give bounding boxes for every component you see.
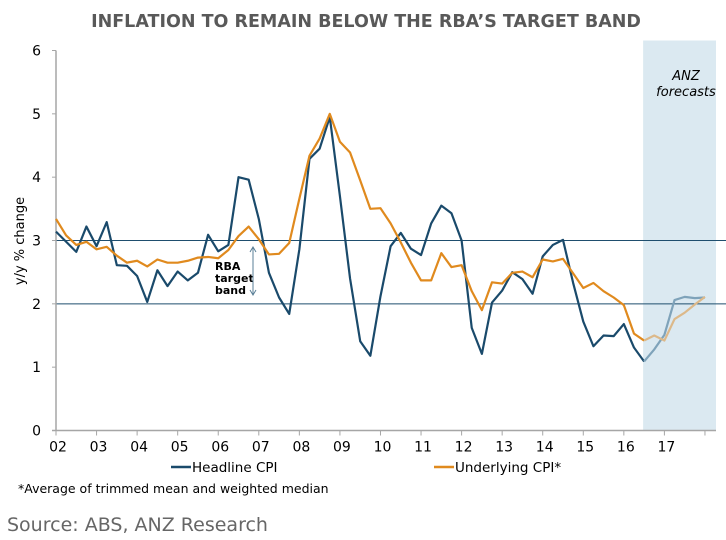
- x-tick-label: 17: [657, 440, 675, 456]
- y-tick-label: 4: [32, 170, 41, 186]
- y-tick-label: 2: [32, 297, 41, 313]
- x-tick-label: 03: [90, 440, 108, 456]
- band-label-3: band: [215, 284, 246, 297]
- y-tick-label: 1: [32, 360, 41, 376]
- footnote: *Average of trimmed mean and weighted me…: [18, 481, 329, 496]
- forecast-label-line1: ANZ: [671, 69, 701, 84]
- legend-label-underlying: Underlying CPI*: [455, 460, 561, 476]
- x-tick-label: 15: [576, 440, 594, 456]
- series-line-underlying: [55, 112, 645, 342]
- source-note: Source: ABS, ANZ Research: [7, 514, 268, 536]
- x-tick-label: 16: [617, 440, 635, 456]
- forecast-line-underlying: [643, 295, 706, 342]
- forecast-shade: [643, 40, 716, 431]
- band-label-2: target: [215, 272, 254, 285]
- y-tick-label: 6: [32, 44, 41, 60]
- x-tick-label: 05: [171, 440, 189, 456]
- forecast-label-line2: forecasts: [656, 85, 716, 100]
- y-tick-label: 3: [32, 234, 41, 250]
- y-tick-label: 5: [32, 107, 41, 123]
- forecast-line-headline: [643, 295, 706, 363]
- x-tick-label: 11: [414, 440, 432, 456]
- x-tick-label: 12: [455, 440, 473, 456]
- legend-label-headline: Headline CPI: [192, 460, 278, 476]
- x-tick-label: 06: [211, 440, 229, 456]
- chart-title: INFLATION TO REMAIN BELOW THE RBA’S TARG…: [91, 12, 641, 32]
- y-tick-label: 0: [32, 424, 41, 440]
- y-axis-label: y/y % change: [13, 197, 28, 285]
- x-tick-label: 02: [49, 440, 67, 456]
- band-label-1: RBA: [215, 260, 241, 273]
- x-tick-label: 08: [292, 440, 310, 456]
- x-tick-label: 04: [130, 440, 148, 456]
- x-tick-label: 09: [333, 440, 351, 456]
- band-arrow-icon: [249, 246, 257, 296]
- legend: Headline CPI Underlying CPI*: [171, 460, 561, 476]
- x-tick-label: 13: [495, 440, 513, 456]
- x-tick-label: 07: [252, 440, 270, 456]
- x-tick-label: 10: [374, 440, 392, 456]
- x-tick-label: 14: [536, 440, 554, 456]
- series-line-headline: [55, 115, 646, 363]
